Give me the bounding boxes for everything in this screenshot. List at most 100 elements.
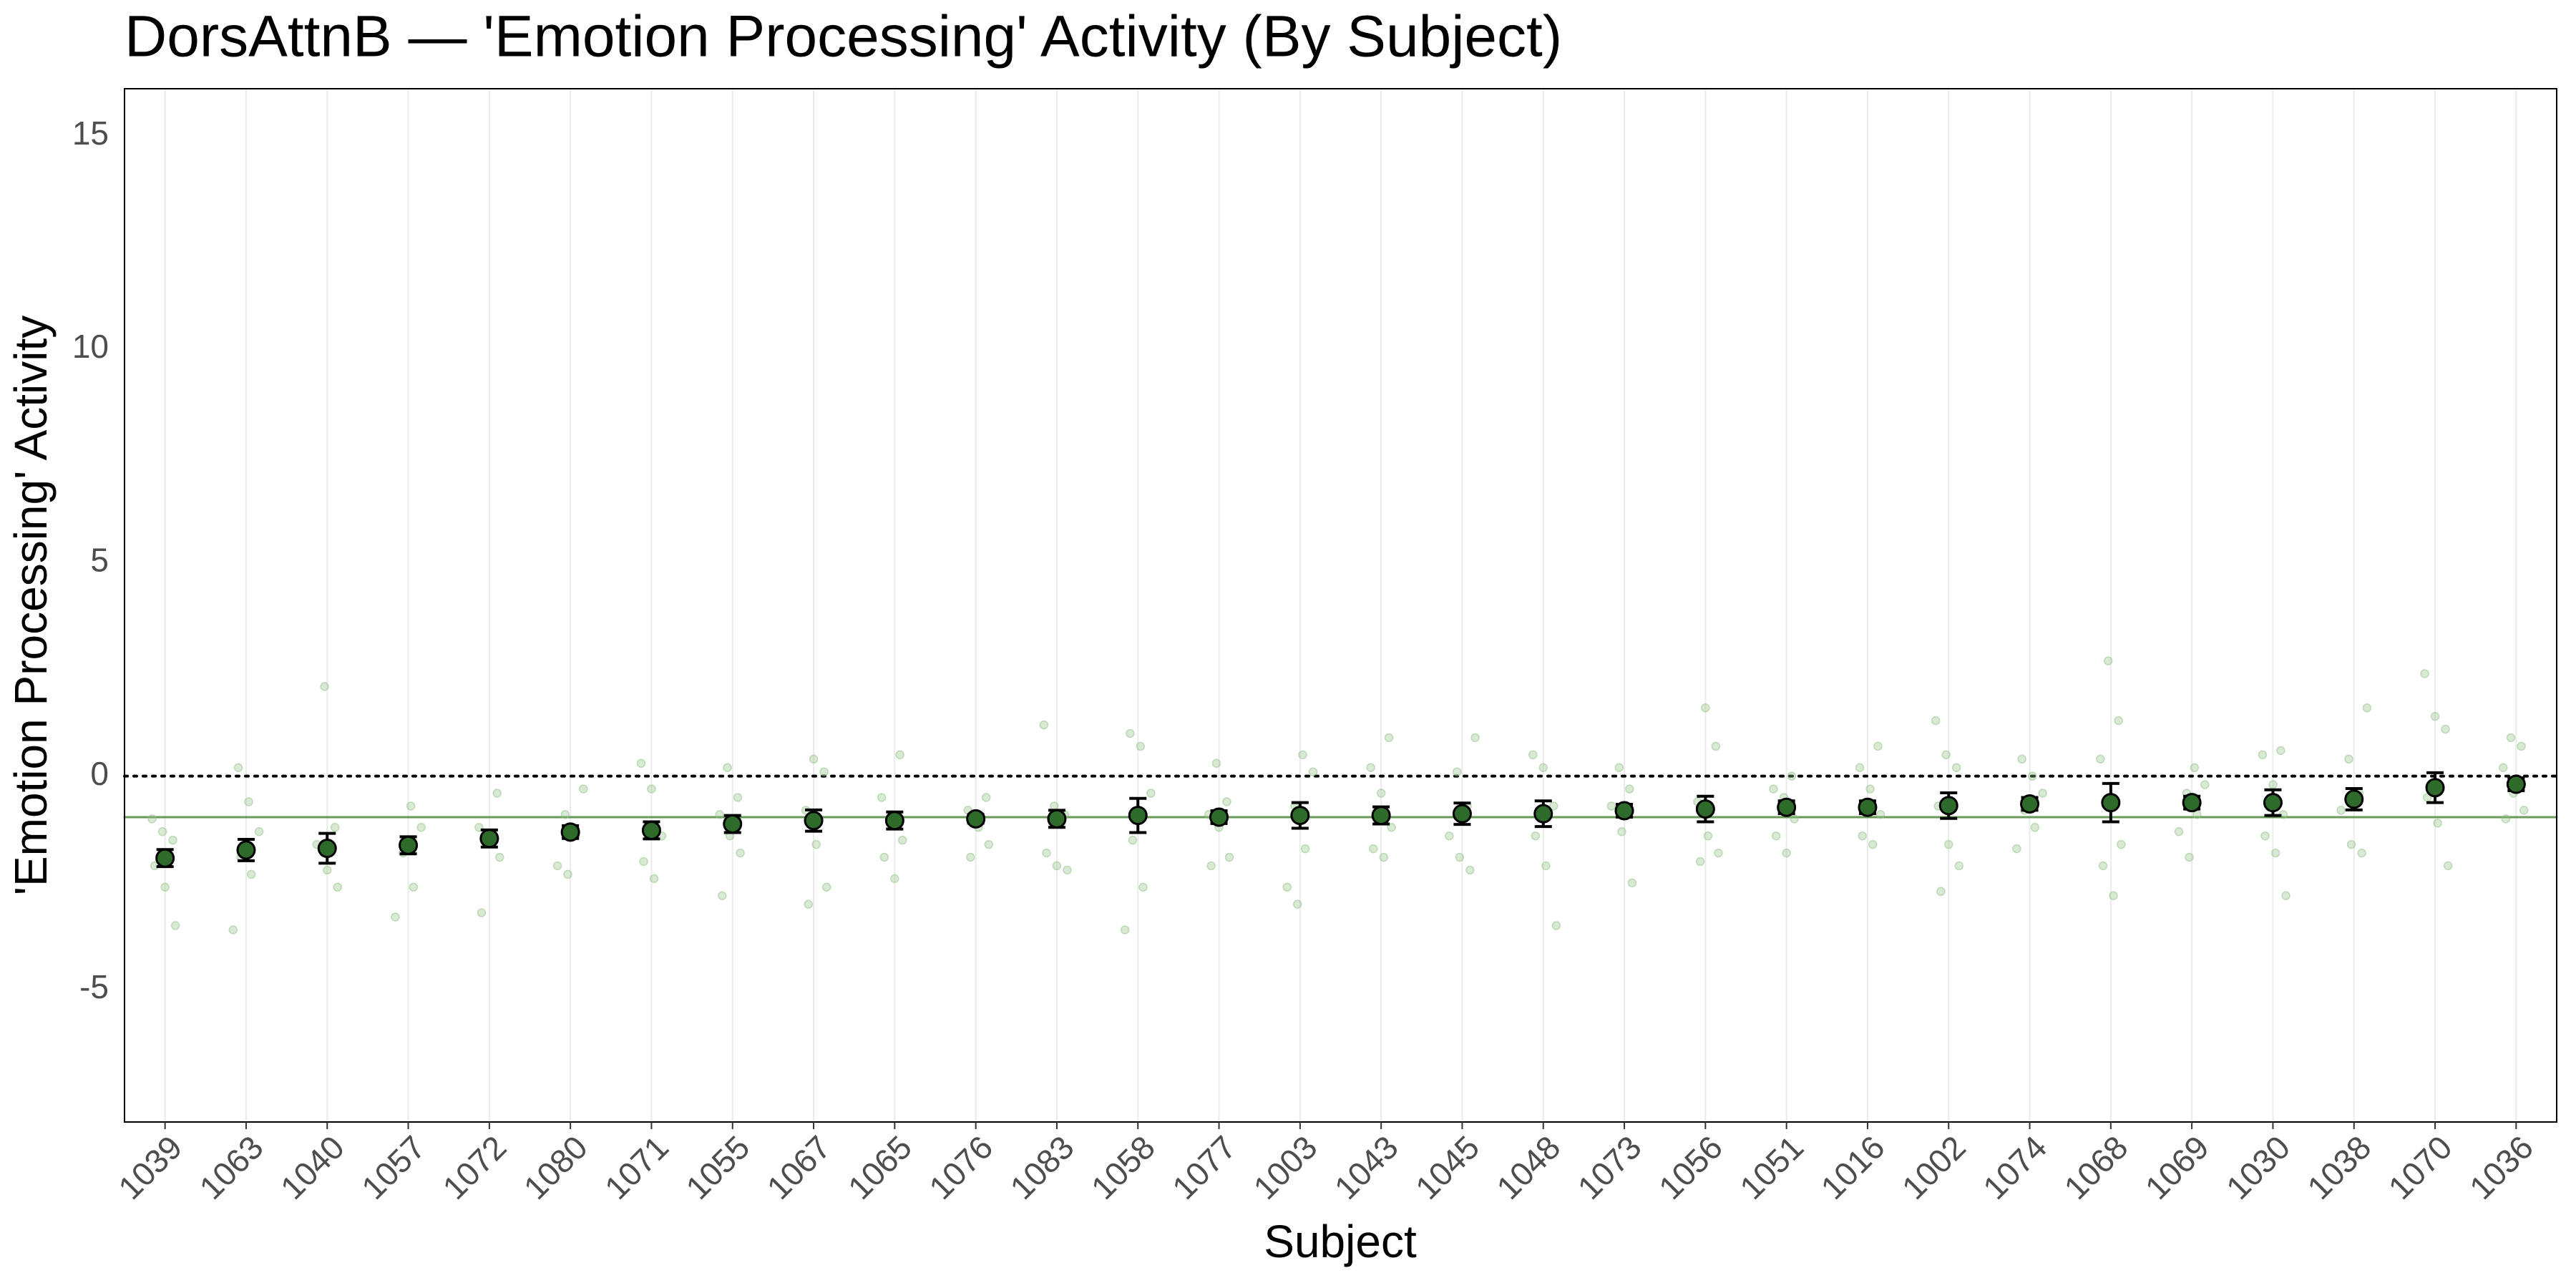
observation-point — [2190, 763, 2200, 772]
x-tick-label: 1056 — [1652, 1128, 1729, 1206]
observation-point — [733, 793, 743, 802]
x-tick-label: 1051 — [1732, 1128, 1810, 1206]
observation-point — [1050, 801, 1059, 811]
observation-point — [1126, 728, 1135, 738]
observation-point — [495, 852, 504, 862]
observation-point — [1308, 767, 1318, 776]
x-tick-label: 1074 — [1976, 1128, 2054, 1206]
mean-point — [399, 835, 419, 855]
observation-point — [1039, 720, 1049, 730]
observation-point — [1387, 823, 1396, 832]
observation-point — [2443, 861, 2453, 871]
observation-point — [1063, 865, 1072, 875]
observation-point — [2174, 826, 2184, 836]
mean-point — [641, 820, 661, 840]
mean-point — [1290, 806, 1310, 826]
y-tick-label: 5 — [90, 541, 109, 578]
observation-point — [1703, 831, 1713, 841]
observation-point — [1445, 831, 1454, 841]
observation-point — [2017, 754, 2026, 764]
observation-point — [233, 763, 243, 772]
mean-point — [2425, 778, 2445, 798]
observation-point — [579, 784, 588, 794]
observation-point — [2506, 733, 2516, 743]
observation-point — [2344, 754, 2353, 764]
observation-point — [879, 852, 889, 862]
observation-point — [1300, 844, 1310, 854]
x-tick-label: 1073 — [1571, 1128, 1649, 1206]
x-tick-label: 1072 — [435, 1128, 513, 1206]
x-tick-label: 1036 — [2462, 1128, 2540, 1206]
observation-point — [1931, 716, 1941, 726]
observation-point — [2258, 750, 2268, 760]
observation-point — [649, 874, 659, 884]
observation-point — [1146, 789, 1156, 798]
observation-point — [895, 750, 904, 760]
observation-point — [320, 682, 329, 691]
mean-point — [1858, 797, 1878, 817]
x-tick-label: 1039 — [111, 1128, 189, 1206]
mean-point — [1128, 806, 1148, 826]
x-tick-label: 1077 — [1165, 1128, 1243, 1206]
observation-point — [2117, 839, 2126, 849]
observation-point — [1136, 741, 1146, 751]
observation-point — [333, 882, 343, 892]
observation-point — [2268, 780, 2278, 789]
observation-point — [2420, 669, 2429, 678]
observation-point — [2096, 754, 2105, 764]
observation-point — [170, 921, 180, 930]
observation-point — [160, 882, 170, 892]
observation-point — [1455, 852, 1465, 862]
mean-point — [804, 811, 824, 831]
observation-point — [1042, 848, 1051, 858]
y-tick-label: -5 — [79, 968, 109, 1005]
observation-point — [2362, 703, 2372, 713]
x-tick-label: 1038 — [2300, 1128, 2378, 1206]
observation-point — [2030, 823, 2040, 832]
observation-point — [1627, 878, 1637, 888]
x-tick-label: 1080 — [517, 1128, 595, 1206]
observation-point — [717, 891, 727, 901]
observation-point — [246, 869, 256, 879]
observation-point — [2109, 891, 2118, 901]
mean-point — [1777, 797, 1797, 817]
mean-point — [884, 811, 904, 831]
observation-point — [890, 874, 899, 884]
mean-point — [479, 829, 499, 849]
observation-point — [2027, 771, 2037, 781]
observation-point — [1531, 831, 1541, 841]
observation-point — [330, 823, 340, 832]
mean-point — [2344, 789, 2364, 809]
observation-point — [1528, 750, 1538, 760]
observation-point — [1855, 763, 1865, 772]
mean-point — [560, 822, 580, 842]
observation-point — [1224, 852, 1234, 862]
observation-point — [723, 763, 732, 772]
mean-point — [155, 848, 175, 868]
observation-point — [1787, 771, 1797, 781]
observation-point — [1614, 763, 1624, 772]
observation-point — [2185, 852, 2194, 862]
observation-point — [1701, 703, 1710, 713]
observation-point — [1206, 861, 1216, 871]
x-tick-label: 1071 — [597, 1128, 675, 1206]
observation-point — [819, 767, 829, 776]
x-tick-label: 1055 — [678, 1128, 756, 1206]
x-tick-label: 1048 — [1489, 1128, 1567, 1206]
observation-point — [2519, 806, 2529, 815]
observation-point — [168, 835, 177, 845]
observation-point — [244, 797, 253, 806]
observation-point — [1936, 887, 1946, 897]
x-tick-label: 1016 — [1813, 1128, 1891, 1206]
observation-point — [1695, 857, 1705, 867]
observation-point — [2012, 844, 2021, 854]
observation-point — [552, 861, 562, 871]
observation-point — [1954, 861, 1964, 871]
x-tick-label: 1043 — [1327, 1128, 1405, 1206]
observation-point — [966, 852, 975, 862]
observation-point — [1858, 831, 1867, 841]
observation-point — [877, 793, 887, 802]
observation-point — [1606, 801, 1616, 811]
observation-point — [2517, 741, 2526, 751]
observation-point — [1951, 763, 1961, 772]
